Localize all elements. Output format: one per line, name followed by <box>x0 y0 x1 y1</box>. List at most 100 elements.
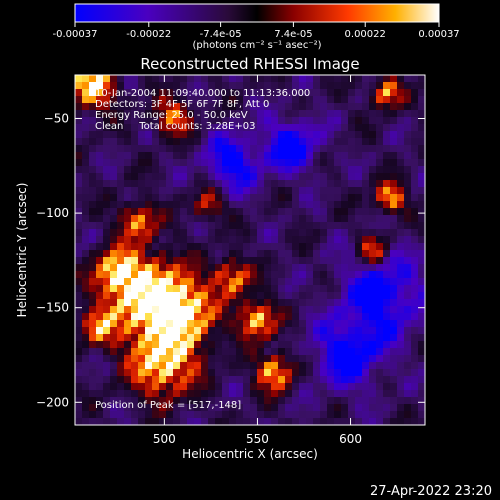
heatmap-cell <box>390 75 398 83</box>
heatmap-cell <box>362 96 370 104</box>
heatmap-cell <box>411 257 419 265</box>
heatmap-cell <box>306 306 314 314</box>
heatmap-cell <box>376 348 384 356</box>
heatmap-cell <box>285 383 293 391</box>
heatmap-cell <box>138 320 146 328</box>
heatmap-cell <box>201 236 209 244</box>
heatmap-cell <box>187 397 195 405</box>
heatmap-cell <box>285 201 293 209</box>
heatmap-cell <box>250 159 258 167</box>
heatmap-cell <box>75 250 83 258</box>
heatmap-cell <box>334 131 342 139</box>
heatmap-cell <box>327 418 335 425</box>
heatmap-cell <box>236 390 244 398</box>
heatmap-cell <box>138 404 146 412</box>
heatmap-cell <box>124 152 132 160</box>
heatmap-cell <box>418 131 425 139</box>
heatmap-cell <box>397 110 405 118</box>
heatmap-cell <box>313 124 321 132</box>
heatmap-cell <box>264 369 272 377</box>
heatmap-cell <box>292 89 300 97</box>
heatmap-cell <box>299 82 307 90</box>
heatmap-cell <box>285 264 293 272</box>
heatmap-cell <box>411 285 419 293</box>
heatmap-cell <box>124 264 132 272</box>
heatmap-cell <box>299 166 307 174</box>
heatmap-cell <box>327 222 335 230</box>
heatmap-cell <box>152 320 160 328</box>
heatmap-cell <box>103 215 111 223</box>
heatmap-cell <box>131 82 139 90</box>
heatmap-cell <box>152 355 160 363</box>
heatmap-cell <box>208 320 216 328</box>
heatmap-cell <box>306 229 314 237</box>
heatmap-cell <box>390 180 398 188</box>
heatmap-cell <box>131 257 139 265</box>
heatmap-cell <box>131 404 139 412</box>
heatmap-cell <box>103 362 111 370</box>
heatmap-cell <box>418 173 425 181</box>
heatmap-cell <box>215 194 223 202</box>
heatmap-cell <box>173 201 181 209</box>
heatmap-cell <box>75 390 83 398</box>
heatmap-cell <box>215 138 223 146</box>
heatmap-cell <box>229 124 237 132</box>
heatmap-cell <box>355 89 363 97</box>
heatmap-cell <box>376 124 384 132</box>
heatmap-cell <box>138 355 146 363</box>
heatmap-cell <box>341 292 349 300</box>
heatmap-cell <box>285 341 293 349</box>
heatmap-cell <box>334 89 342 97</box>
heatmap-cell <box>201 348 209 356</box>
heatmap-cell <box>152 292 160 300</box>
heatmap-cell <box>376 166 384 174</box>
heatmap-cell <box>110 299 118 307</box>
heatmap-cell <box>75 201 83 209</box>
heatmap-cell <box>117 257 125 265</box>
heatmap-cell <box>229 320 237 328</box>
heatmap-cell <box>103 264 111 272</box>
heatmap-cell <box>348 124 356 132</box>
heatmap-cell <box>145 264 153 272</box>
heatmap-cell <box>215 257 223 265</box>
heatmap-cell <box>222 418 230 425</box>
heatmap-cell <box>348 117 356 125</box>
heatmap-cell <box>271 145 279 153</box>
heatmap-cell <box>187 110 195 118</box>
heatmap-cell <box>390 369 398 377</box>
heatmap-cell <box>187 376 195 384</box>
heatmap-cell <box>292 285 300 293</box>
heatmap-cell <box>313 215 321 223</box>
heatmap-cell <box>229 362 237 370</box>
heatmap-cell <box>159 376 167 384</box>
heatmap-cell <box>131 222 139 230</box>
heatmap-cell <box>313 236 321 244</box>
heatmap-cell <box>362 369 370 377</box>
heatmap-cell <box>334 173 342 181</box>
heatmap-cell <box>320 201 328 209</box>
heatmap-cell <box>390 194 398 202</box>
heatmap-cell <box>355 376 363 384</box>
heatmap-cell <box>152 299 160 307</box>
heatmap-cell <box>271 257 279 265</box>
heatmap-cell <box>124 397 132 405</box>
heatmap-cell <box>145 327 153 335</box>
heatmap-cell <box>397 145 405 153</box>
heatmap-cell <box>243 236 251 244</box>
heatmap-cell <box>250 362 258 370</box>
heatmap-cell <box>194 180 202 188</box>
heatmap-cell <box>404 327 412 335</box>
heatmap-cell <box>397 152 405 160</box>
heatmap-cell <box>229 355 237 363</box>
heatmap-cell <box>292 201 300 209</box>
heatmap-cell <box>313 334 321 342</box>
heatmap-cell <box>208 152 216 160</box>
heatmap-cell <box>96 243 104 251</box>
heatmap-cell <box>89 180 97 188</box>
heatmap-cell <box>264 334 272 342</box>
heatmap-cell <box>348 257 356 265</box>
heatmap-cell <box>334 355 342 363</box>
heatmap-cell <box>348 82 356 90</box>
heatmap-cell <box>117 292 125 300</box>
heatmap-cell <box>152 103 160 111</box>
